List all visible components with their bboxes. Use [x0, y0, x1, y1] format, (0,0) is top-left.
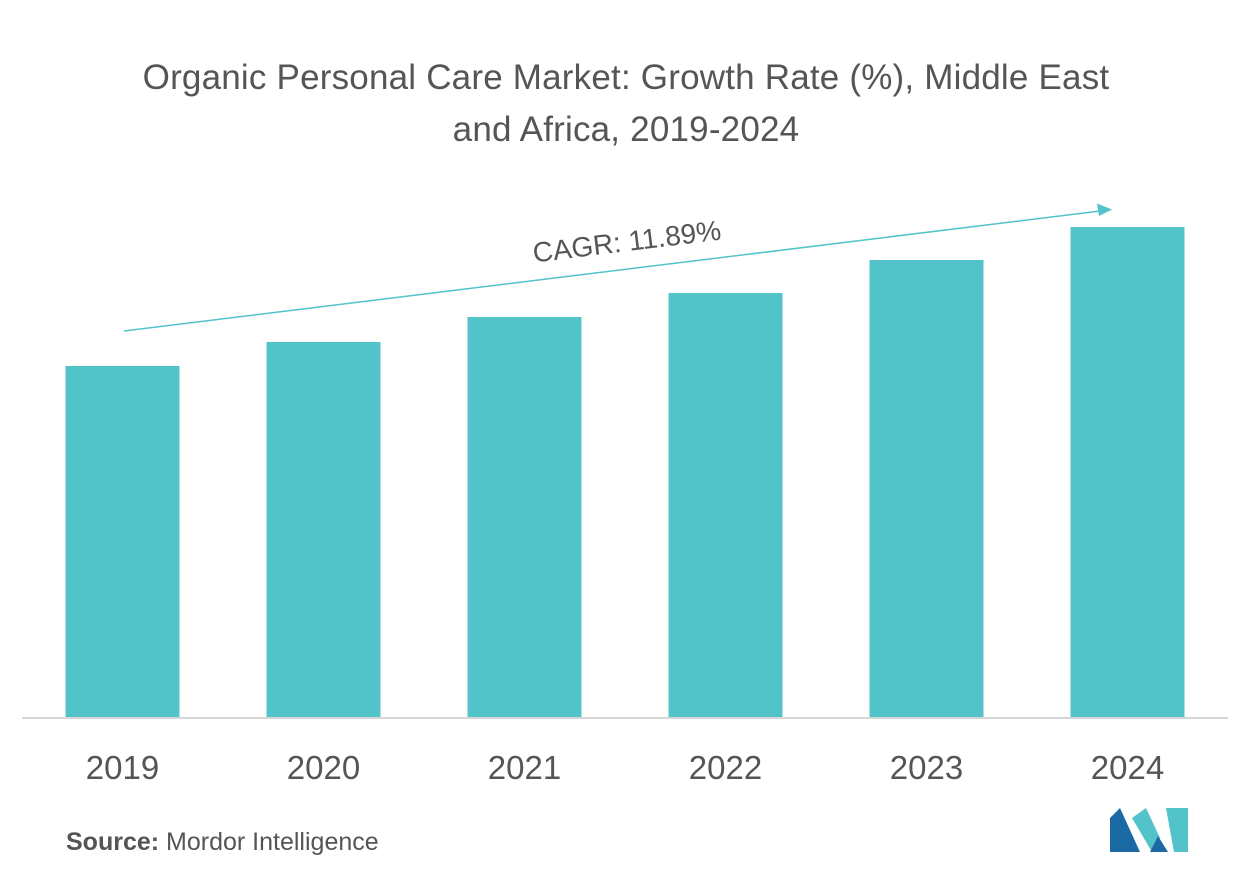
x-tick-label-2022: 2022	[689, 749, 762, 786]
bar-2022	[668, 293, 783, 718]
bar-2020	[266, 342, 381, 718]
logo-shape-right	[1166, 808, 1188, 852]
x-tick-label-2024: 2024	[1091, 749, 1164, 786]
logo-shape-mid-dark	[1150, 836, 1168, 852]
bar-2023	[869, 260, 984, 718]
x-tick-labels: 2019 2020 2021 2022 2023 2024	[86, 749, 1164, 786]
logo-shape-left	[1110, 808, 1140, 852]
mordor-intelligence-logo-icon	[1110, 808, 1188, 852]
x-tick-label-2019: 2019	[86, 749, 159, 786]
bar-2021	[467, 317, 582, 718]
source-text: Mordor Intelligence	[166, 828, 379, 856]
x-tick-label-2023: 2023	[890, 749, 963, 786]
chart-title: Organic Personal Care Market: Growth Rat…	[142, 58, 1110, 149]
logo-shape-mid	[1132, 808, 1160, 852]
x-tick-label-2020: 2020	[287, 749, 360, 786]
bars-layer	[65, 227, 1185, 718]
bar-2024	[1070, 227, 1185, 718]
cagr-arrow-head	[1097, 203, 1112, 216]
x-tick-label-2021: 2021	[488, 749, 561, 786]
cagr-arrow-line	[123, 210, 1101, 332]
source-label: Source:	[66, 828, 160, 856]
bar-2019	[65, 366, 180, 718]
source-note: Source: Mordor Intelligence	[66, 828, 379, 857]
